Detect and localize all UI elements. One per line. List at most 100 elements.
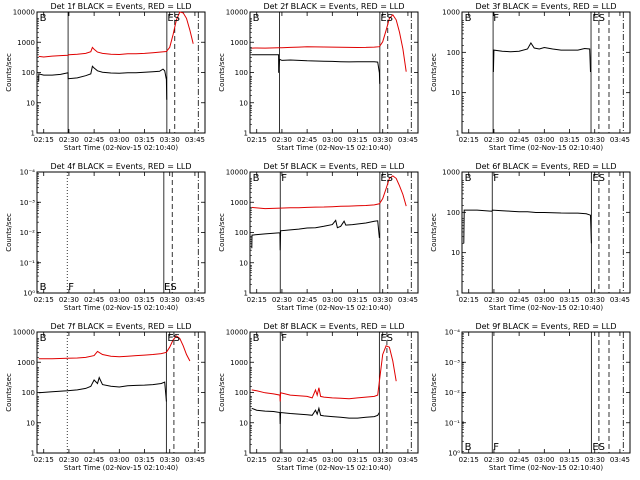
x-tick-label: 03:00 xyxy=(322,136,342,144)
interval-marker: ES xyxy=(167,333,180,344)
interval-marker: F xyxy=(281,173,287,184)
x-tick-label: 03:15 xyxy=(347,136,367,144)
x-tick-label: 02:30 xyxy=(272,136,292,144)
series-events-line xyxy=(492,42,591,73)
x-axis-label: Start Time (02-Nov-15 02:10:40) xyxy=(64,144,178,152)
interval-marker: ES xyxy=(380,173,393,184)
x-tick-label: 03:00 xyxy=(109,296,129,304)
plot-frame xyxy=(461,171,631,294)
x-tick-label: 02:30 xyxy=(484,136,504,144)
y-tick-label: 10 xyxy=(239,259,248,267)
x-tick-label: 02:45 xyxy=(509,296,529,304)
plot-frame xyxy=(249,331,419,454)
interval-marker: B xyxy=(465,13,472,24)
x-tick-label: 03:15 xyxy=(347,296,367,304)
y-tick-label: 10000 xyxy=(226,169,248,177)
series-lld-line xyxy=(38,11,194,58)
x-tick-label: 03:45 xyxy=(610,136,630,144)
y-tick-label: 1000 xyxy=(230,199,248,207)
x-tick-label: 03:30 xyxy=(585,456,605,464)
x-tick-label: 02:30 xyxy=(59,296,79,304)
x-tick-label: 02:30 xyxy=(59,456,79,464)
x-axis-label: Start Time (02-Nov-15 02:10:40) xyxy=(277,464,391,472)
panel-title: Det 4f BLACK = Events, RED = LLD xyxy=(50,162,191,171)
x-tick-label: 02:45 xyxy=(297,136,317,144)
x-tick-label: 03:45 xyxy=(610,456,630,464)
x-tick-label: 03:00 xyxy=(109,136,129,144)
x-tick-label: 03:45 xyxy=(185,456,205,464)
y-tick-label: 100 xyxy=(22,69,35,77)
x-tick-label: 02:45 xyxy=(509,136,529,144)
y-tick-label: 10 xyxy=(239,99,248,107)
x-tick-label: 03:45 xyxy=(185,296,205,304)
interval-marker: ES xyxy=(592,13,605,24)
x-tick-label: 02:15 xyxy=(247,296,267,304)
interval-marker: F xyxy=(281,333,287,344)
panel-det-2f: Det 2f BLACK = Events, RED = LLD 1 10 100 10… xyxy=(218,2,419,152)
y-tick-label: 1000 xyxy=(442,9,460,17)
interval-marker: ES xyxy=(380,13,393,24)
y-tick-label: 1000 xyxy=(442,169,460,177)
panel-det-5f: Det 5f BLACK = Events, RED = LLD 1 10 100 10… xyxy=(218,162,419,312)
y-tick-label: 10 xyxy=(451,249,460,257)
y-tick-label: 100 xyxy=(22,389,35,397)
panel-title: Det 9f BLACK = Events, RED = LLD xyxy=(475,322,616,331)
x-tick-label: 02:15 xyxy=(459,296,479,304)
y-tick-label: 1000 xyxy=(17,39,35,47)
interval-marker: B xyxy=(40,282,47,293)
panel-det-3f: Det 3f BLACK = Events, RED = LLD 1 10 100 10… xyxy=(430,2,631,152)
x-tick-label: 03:45 xyxy=(398,456,418,464)
y-tick-label: 10⁰ xyxy=(23,290,35,298)
x-tick-label: 03:45 xyxy=(398,136,418,144)
interval-marker: ES xyxy=(592,442,605,453)
y-tick-label: 10⁰ xyxy=(448,450,460,458)
x-tick-label: 02:45 xyxy=(509,456,529,464)
y-tick-label: 10 xyxy=(26,99,35,107)
panel-title: Det 6f BLACK = Events, RED = LLD xyxy=(475,162,616,171)
x-tick-label: 02:15 xyxy=(459,456,479,464)
interval-marker: F xyxy=(493,442,499,453)
x-tick-label: 03:30 xyxy=(585,136,605,144)
y-tick-label: 10 xyxy=(239,419,248,427)
interval-marker: ES xyxy=(164,282,177,293)
panel-title: Det 8f BLACK = Events, RED = LLD xyxy=(263,322,404,331)
y-tick-label: 1 xyxy=(244,290,248,298)
series-events-line xyxy=(38,376,167,402)
plot-frame xyxy=(36,171,206,294)
panel-det-6f: Det 6f BLACK = Events, RED = LLD 1 10 100 10… xyxy=(430,162,631,312)
y-tick-label: 10 xyxy=(451,89,460,97)
plot-frame xyxy=(461,11,631,134)
y-tick-label: 10⁻⁴ xyxy=(445,329,461,337)
y-tick-label: 1 xyxy=(31,450,35,458)
x-tick-label: 03:45 xyxy=(610,296,630,304)
y-tick-label: 10000 xyxy=(13,329,35,337)
y-tick-label: 100 xyxy=(235,389,248,397)
x-tick-label: 02:45 xyxy=(297,296,317,304)
y-tick-label: 10⁻¹ xyxy=(445,419,461,427)
x-tick-label: 02:15 xyxy=(34,296,54,304)
y-tick-label: 100 xyxy=(447,49,460,57)
x-tick-label: 03:30 xyxy=(585,296,605,304)
y-axis-label: Counts/sec xyxy=(218,373,226,412)
series-events-line xyxy=(38,65,168,100)
x-tick-label: 02:15 xyxy=(459,136,479,144)
y-axis-label: Counts/sec xyxy=(430,53,438,92)
interval-marker: B xyxy=(40,333,47,344)
y-tick-label: 1 xyxy=(456,290,460,298)
panel-title: Det 7f BLACK = Events, RED = LLD xyxy=(50,322,191,331)
series-events-line xyxy=(251,54,381,84)
y-tick-label: 100 xyxy=(447,209,460,217)
x-tick-label: 03:00 xyxy=(534,296,554,304)
x-tick-label: 03:30 xyxy=(373,456,393,464)
y-axis-label: Counts/sec xyxy=(430,373,438,412)
y-tick-label: 1000 xyxy=(17,359,35,367)
x-tick-label: 03:30 xyxy=(160,296,180,304)
x-tick-label: 03:30 xyxy=(160,136,180,144)
x-tick-label: 03:30 xyxy=(160,456,180,464)
y-tick-label: 10000 xyxy=(226,329,248,337)
panel-title: Det 3f BLACK = Events, RED = LLD xyxy=(475,2,616,11)
x-tick-label: 03:15 xyxy=(559,296,579,304)
panel-det-4f: Det 4f BLACK = Events, RED = LLD 10⁰ 10⁻¹ 1… xyxy=(5,162,206,312)
x-tick-label: 02:30 xyxy=(272,296,292,304)
series-events-line xyxy=(463,209,592,244)
